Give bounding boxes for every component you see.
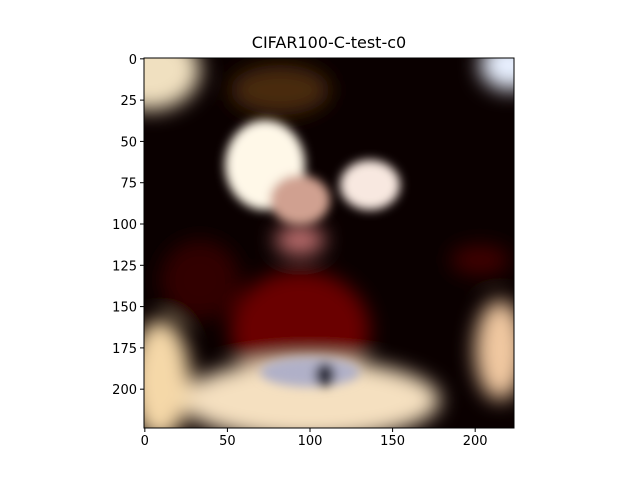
- y-tick-label: 200: [112, 383, 137, 398]
- chart-title: CIFAR100-C-test-c0: [252, 33, 406, 52]
- y-tick-label: 75: [120, 177, 137, 192]
- x-tick-label: 200: [463, 434, 488, 449]
- y-tick-label: 0: [129, 53, 137, 68]
- x-tick-label: 50: [219, 434, 236, 449]
- x-tick-label: 150: [380, 434, 405, 449]
- y-tick-label: 50: [120, 135, 137, 150]
- y-tick-label: 150: [112, 301, 137, 316]
- x-tick-label: 0: [141, 434, 149, 449]
- y-tick-label: 125: [112, 259, 137, 274]
- y-tick-label: 175: [112, 342, 137, 357]
- image: [144, 58, 514, 428]
- y-tick-label: 100: [112, 218, 137, 233]
- y-tick-label: 25: [120, 94, 137, 109]
- x-tick-label: 100: [298, 434, 323, 449]
- axes-frame: [143, 57, 515, 429]
